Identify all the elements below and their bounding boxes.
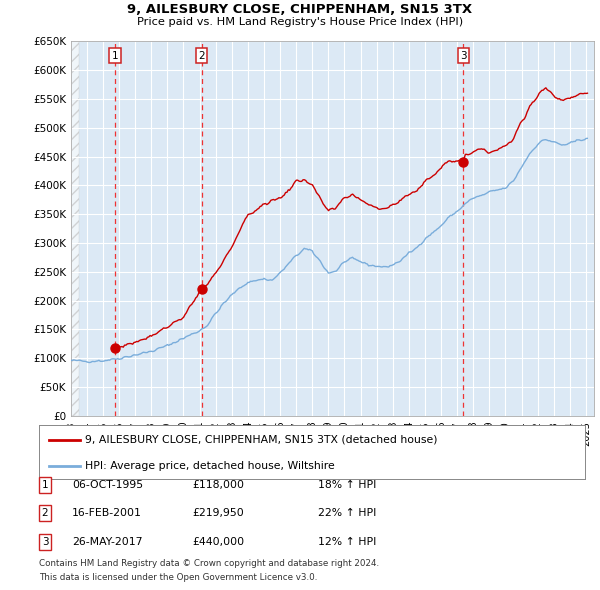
Text: 3: 3 bbox=[41, 537, 49, 546]
Text: 1: 1 bbox=[41, 480, 49, 490]
Text: Contains HM Land Registry data © Crown copyright and database right 2024.: Contains HM Land Registry data © Crown c… bbox=[39, 559, 379, 568]
Text: 06-OCT-1995: 06-OCT-1995 bbox=[72, 480, 143, 490]
Text: 9, AILESBURY CLOSE, CHIPPENHAM, SN15 3TX: 9, AILESBURY CLOSE, CHIPPENHAM, SN15 3TX bbox=[127, 4, 473, 17]
Text: 2: 2 bbox=[198, 51, 205, 61]
Text: 16-FEB-2001: 16-FEB-2001 bbox=[72, 509, 142, 518]
Text: 26-MAY-2017: 26-MAY-2017 bbox=[72, 537, 143, 546]
Text: 22% ↑ HPI: 22% ↑ HPI bbox=[318, 509, 376, 518]
Text: 1: 1 bbox=[112, 51, 119, 61]
Text: 9, AILESBURY CLOSE, CHIPPENHAM, SN15 3TX (detached house): 9, AILESBURY CLOSE, CHIPPENHAM, SN15 3TX… bbox=[85, 435, 438, 445]
Text: Price paid vs. HM Land Registry's House Price Index (HPI): Price paid vs. HM Land Registry's House … bbox=[137, 17, 463, 27]
Text: £440,000: £440,000 bbox=[192, 537, 244, 546]
Text: 2: 2 bbox=[41, 509, 49, 518]
Text: This data is licensed under the Open Government Licence v3.0.: This data is licensed under the Open Gov… bbox=[39, 573, 317, 582]
Text: £219,950: £219,950 bbox=[192, 509, 244, 518]
Text: HPI: Average price, detached house, Wiltshire: HPI: Average price, detached house, Wilt… bbox=[85, 461, 335, 470]
Text: 3: 3 bbox=[460, 51, 467, 61]
Text: 12% ↑ HPI: 12% ↑ HPI bbox=[318, 537, 376, 546]
Bar bbox=[71, 41, 79, 416]
Text: 18% ↑ HPI: 18% ↑ HPI bbox=[318, 480, 376, 490]
Text: £118,000: £118,000 bbox=[192, 480, 244, 490]
